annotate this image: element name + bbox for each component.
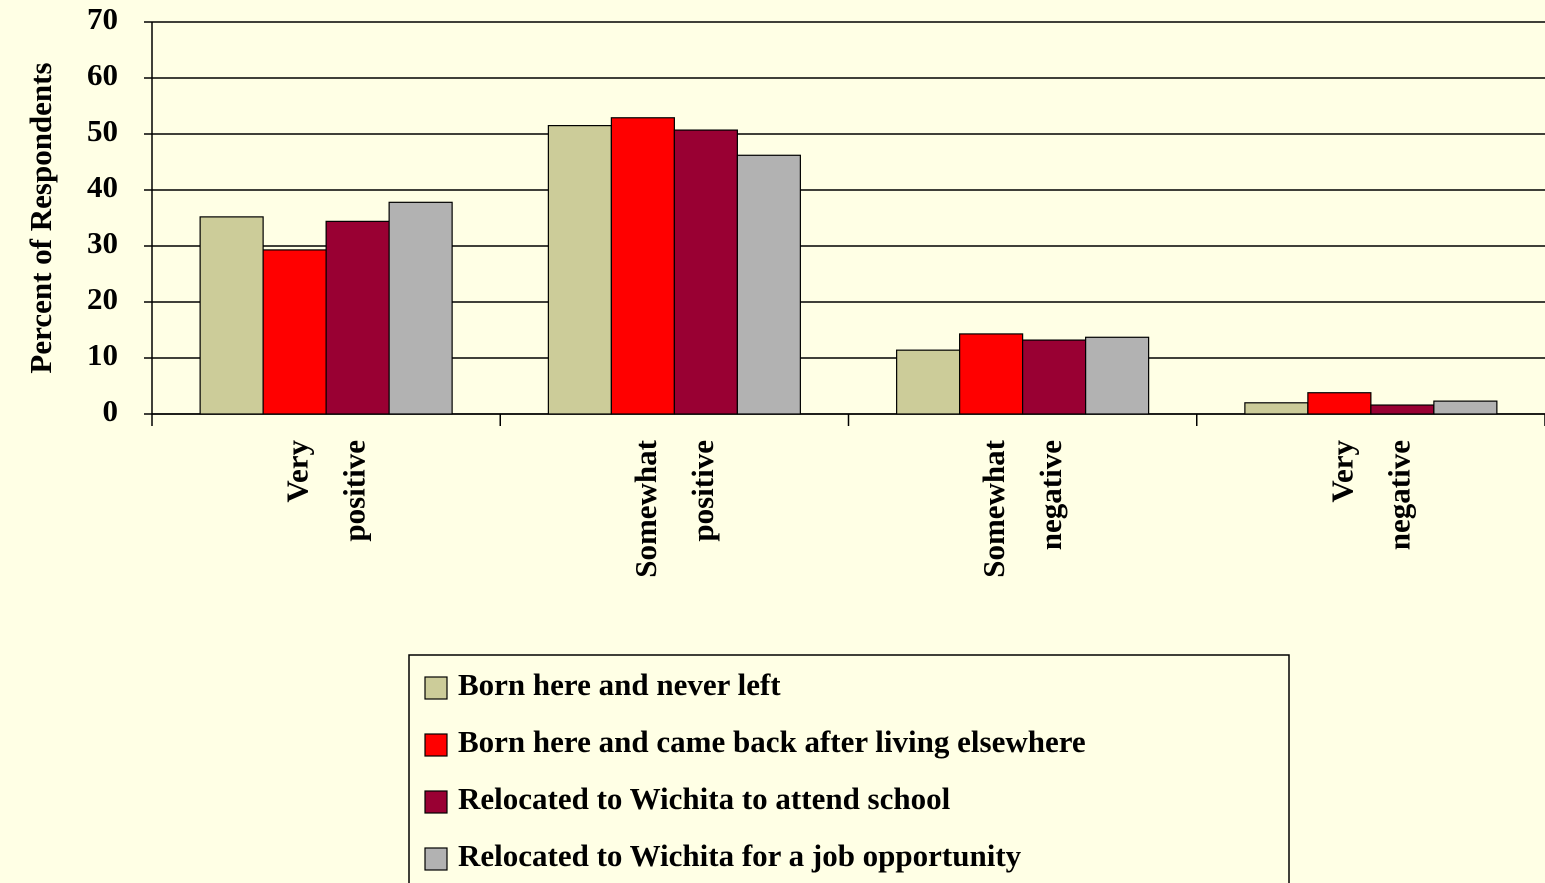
- legend-swatch: [424, 847, 448, 871]
- bar: [1022, 339, 1087, 415]
- legend-label: Born here and never left: [458, 667, 781, 702]
- legend-swatch: [424, 733, 448, 757]
- bar: [610, 117, 675, 415]
- y-tick-label: 60: [87, 57, 118, 92]
- x-tick-label: Very positive: [280, 440, 372, 542]
- bar: [325, 220, 390, 415]
- legend-label: Born here and came back after living els…: [458, 724, 1086, 759]
- x-tick-label: Very negative: [1324, 440, 1416, 551]
- bar: [1244, 402, 1309, 415]
- x-tick-label: Somewhat negative: [976, 439, 1068, 577]
- y-tick-label: 40: [87, 169, 118, 204]
- y-tick-label: 0: [103, 393, 119, 428]
- y-tick-label: 30: [87, 225, 118, 260]
- x-tick-label: Somewhat positive: [628, 439, 720, 577]
- bar: [896, 349, 961, 415]
- legend-label: Relocated to Wichita for a job opportuni…: [458, 838, 1022, 873]
- bar: [388, 201, 453, 415]
- y-tick-label: 10: [87, 337, 118, 372]
- bar: [736, 154, 801, 415]
- legend-box: [408, 654, 1290, 883]
- bar: [1307, 392, 1372, 415]
- y-tick-label: 20: [87, 281, 118, 316]
- bar: [673, 129, 738, 415]
- y-tick-label: 70: [87, 1, 118, 36]
- bar: [199, 216, 264, 415]
- bar: [1370, 404, 1435, 415]
- bar: [1433, 400, 1498, 415]
- bar: [547, 124, 612, 415]
- legend-swatch: [424, 790, 448, 814]
- y-tick-label: 50: [87, 113, 118, 148]
- bar: [959, 333, 1024, 415]
- bar: [1085, 336, 1150, 415]
- y-axis-label: Percent of Respondents: [23, 62, 58, 373]
- bar: [262, 249, 327, 415]
- legend-label: Relocated to Wichita to attend school: [458, 781, 951, 816]
- legend-swatch: [424, 676, 448, 700]
